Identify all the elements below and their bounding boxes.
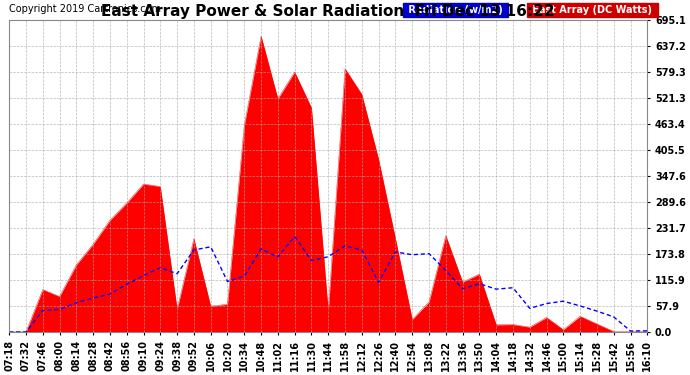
Text: Radiation (w/m2): Radiation (w/m2)	[405, 5, 506, 15]
Text: East Array (DC Watts): East Array (DC Watts)	[529, 5, 656, 15]
Text: Copyright 2019 Cartronics.com: Copyright 2019 Cartronics.com	[9, 4, 161, 14]
Title: East Array Power & Solar Radiation  Fri Dec 13 16:22: East Array Power & Solar Radiation Fri D…	[101, 4, 555, 19]
